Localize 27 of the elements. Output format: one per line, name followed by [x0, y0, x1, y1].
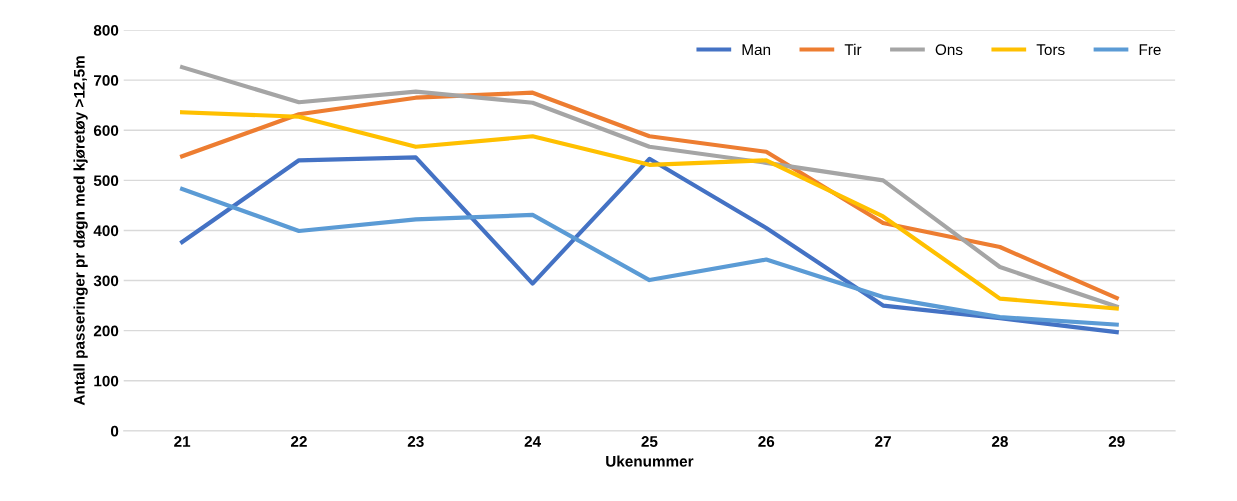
legend-label: Man — [742, 44, 771, 56]
x-tick-label: 26 — [758, 436, 775, 447]
x-tick-label: 28 — [991, 436, 1008, 447]
y-axis-title: Antall passeringer pr døgn med kjøretøy >12,5m — [73, 56, 88, 406]
x-tick-label: 27 — [875, 436, 891, 447]
y-tick-label: 200 — [93, 325, 119, 337]
y-tick-label: 300 — [93, 275, 119, 287]
x-tick-label: 25 — [641, 436, 658, 447]
legend-label: Tir — [844, 43, 862, 55]
line-series — [180, 186, 1119, 327]
x-tick-label: 23 — [407, 436, 424, 447]
y-tick-label: 0 — [110, 425, 119, 437]
y-tick-label: 700 — [94, 75, 119, 86]
legend-label: Ons — [935, 44, 963, 56]
legend-label: Tors — [1036, 44, 1065, 56]
line-series — [180, 155, 1119, 335]
x-tick-label: 21 — [174, 436, 191, 447]
y-tick-label: 500 — [93, 175, 119, 187]
legend-label: Fre — [1139, 44, 1161, 56]
x-axis-title: Ukenummer — [606, 455, 694, 467]
y-tick-label: 800 — [93, 24, 119, 36]
y-tick-label: 400 — [93, 225, 119, 237]
y-tick-label: 100 — [94, 375, 119, 387]
y-tick-label: 600 — [93, 125, 119, 136]
x-tick-label: 22 — [290, 436, 307, 447]
x-tick-label: 29 — [1108, 436, 1125, 447]
x-tick-label: 24 — [524, 436, 542, 447]
